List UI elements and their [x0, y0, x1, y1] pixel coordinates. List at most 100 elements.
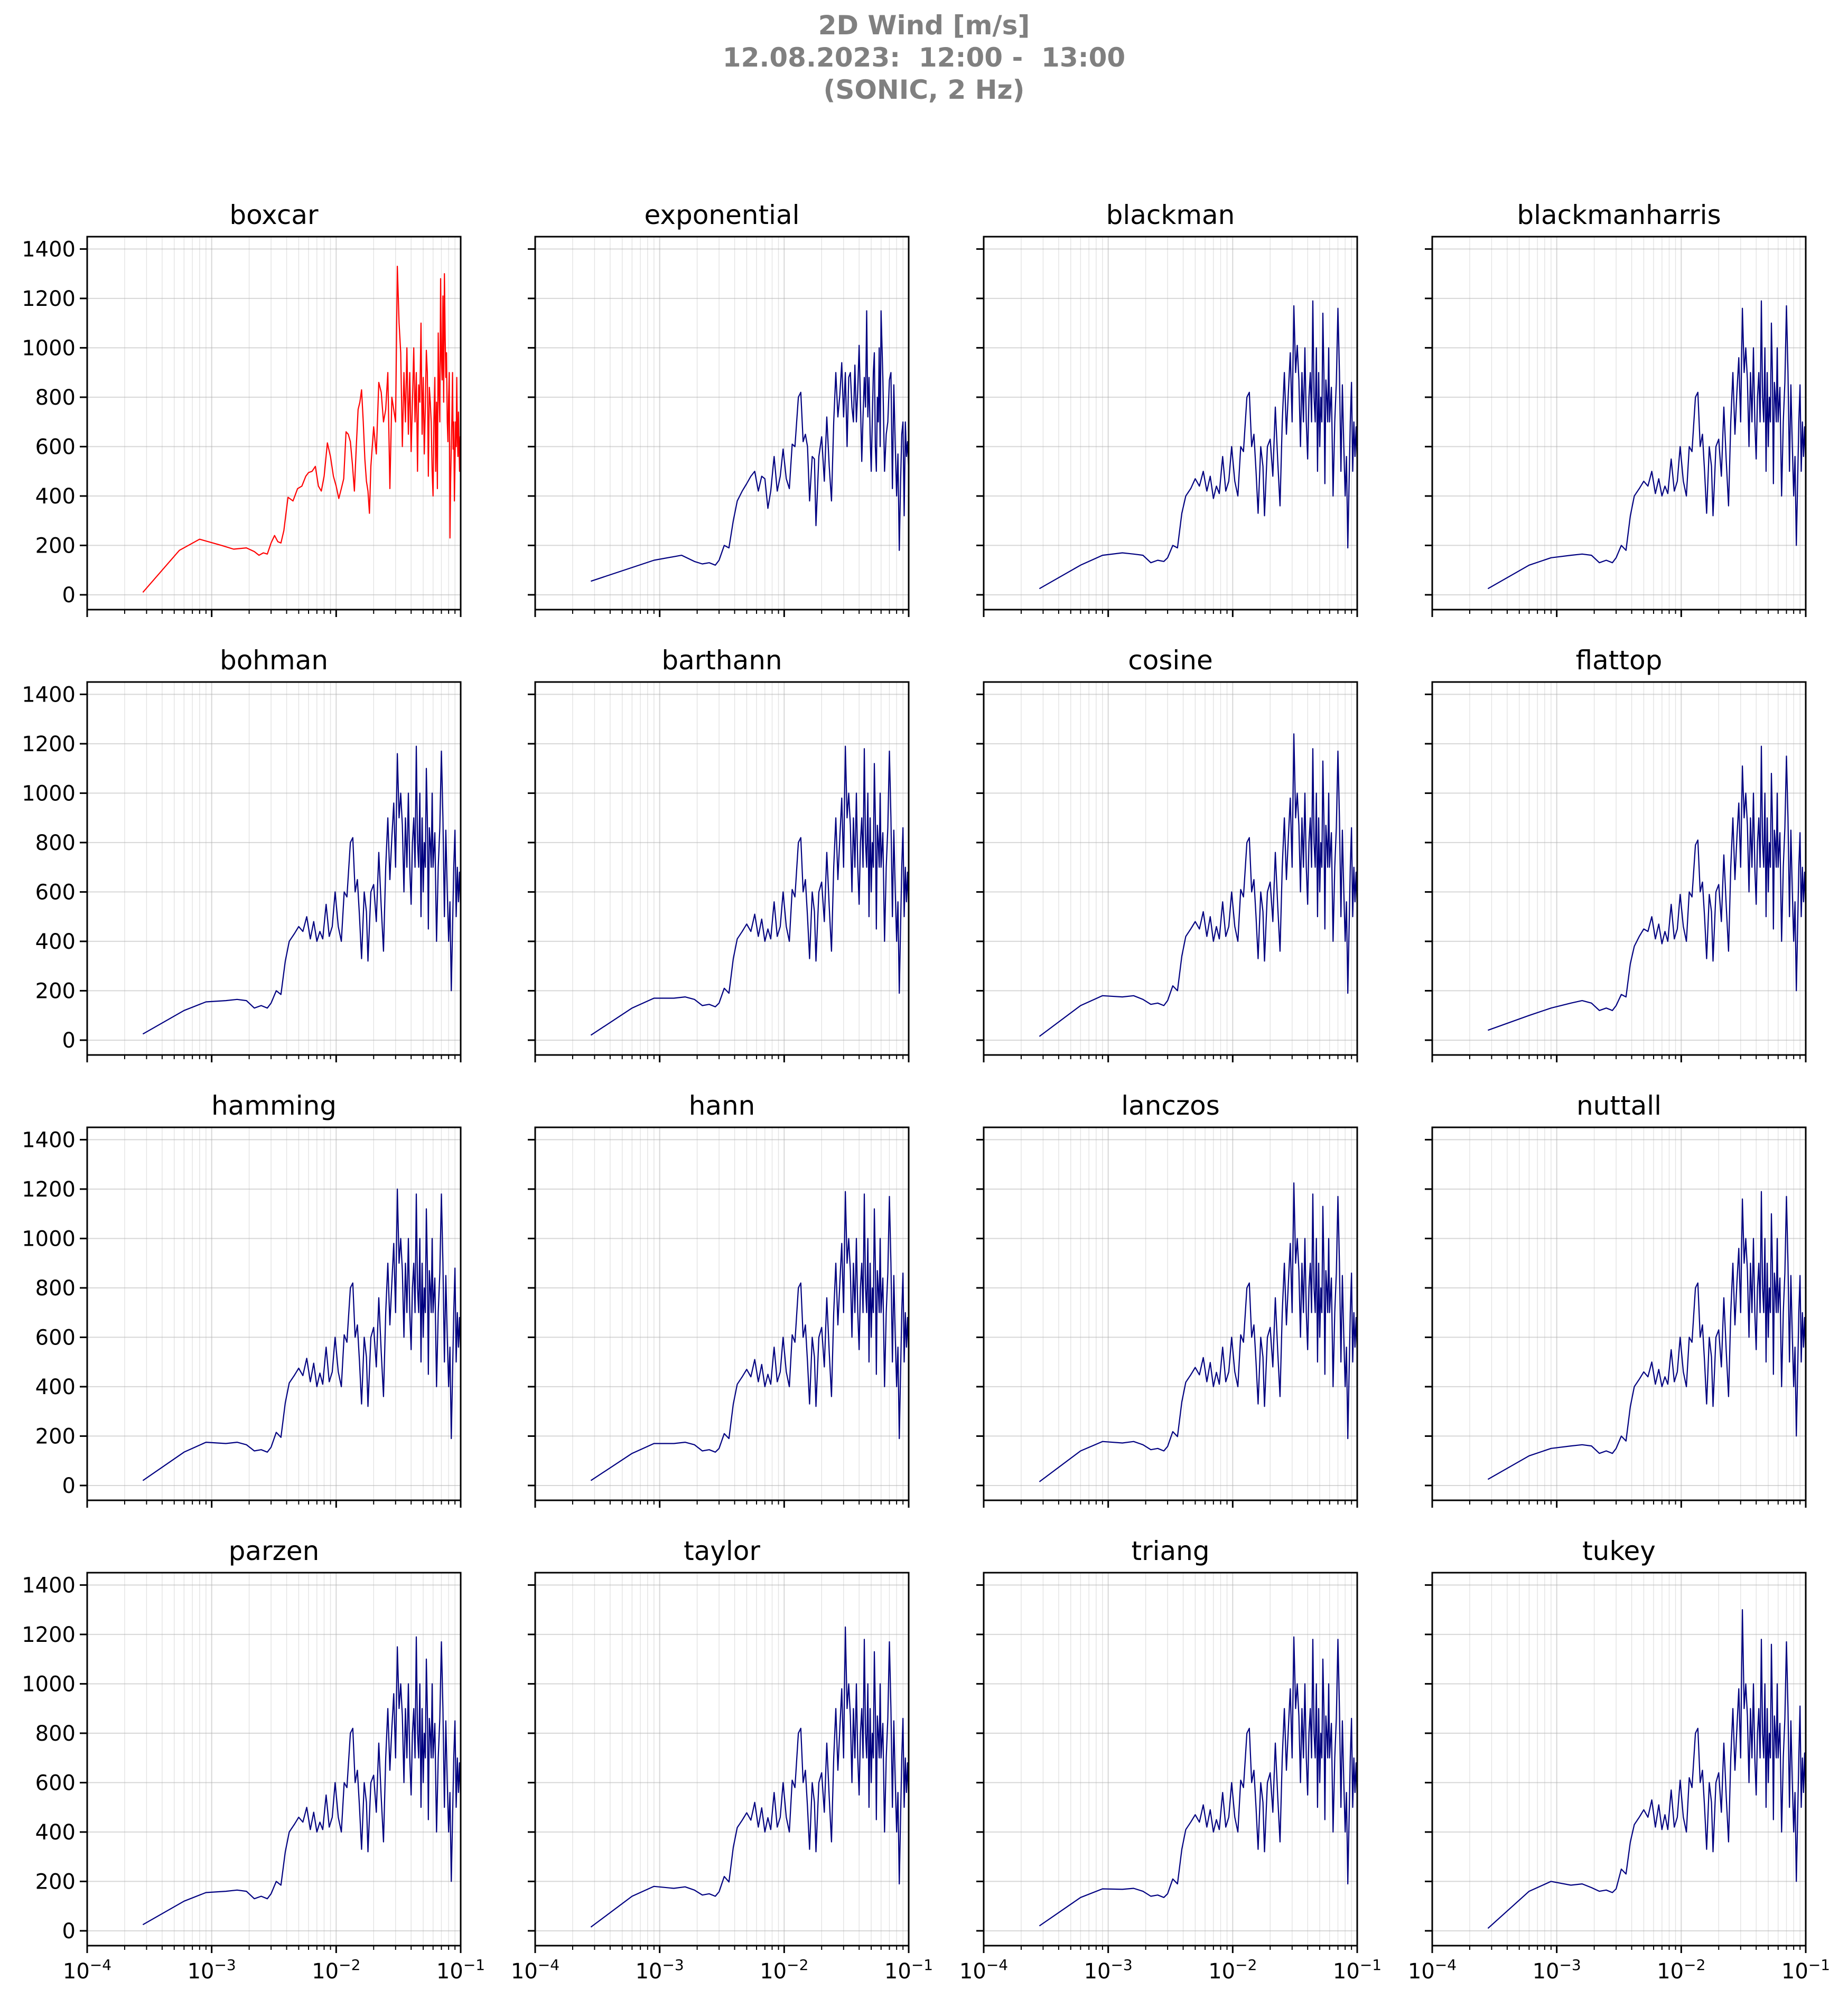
x-tick-label: 10−2 — [1208, 1956, 1257, 1984]
subplot-title: parzen — [229, 1536, 320, 1566]
subplot-boxcar: 0 200 400 600 800 1000 1200 1400 boxcar — [22, 200, 462, 617]
y-tick-label: 400 — [35, 1375, 76, 1399]
subplot-title: lanczos — [1121, 1090, 1220, 1121]
subplot-title: taylor — [684, 1536, 760, 1566]
y-tick-label: 0 — [62, 583, 76, 608]
y-tick-label: 400 — [35, 930, 76, 954]
subplot-blackmanharris: blackmanharris — [1425, 200, 1807, 617]
axes-frame — [983, 681, 1358, 1056]
y-tick-label: 1000 — [22, 336, 76, 360]
y-tick-label: 1400 — [22, 237, 76, 261]
grid — [87, 237, 461, 610]
axes-frame — [86, 681, 462, 1056]
series-line-boxcar — [142, 266, 461, 593]
subplot-title: exponential — [645, 200, 800, 230]
series-line-lanczos — [1039, 1182, 1357, 1482]
y-tick-label: 1200 — [22, 1178, 76, 1202]
series-line-flattop — [1488, 745, 1806, 1031]
series-line-taylor — [590, 1626, 909, 1928]
axes-frame — [983, 236, 1358, 611]
x-tick-label: 10−3 — [1533, 1956, 1581, 1984]
subplot-nuttall: nuttall — [1425, 1090, 1807, 1508]
axes-frame — [1431, 236, 1807, 611]
y-tick-label: 800 — [35, 386, 76, 410]
subplot-title: nuttall — [1576, 1090, 1662, 1121]
y-tick-label: 0 — [62, 1474, 76, 1498]
y-tick-label: 1400 — [22, 1128, 76, 1152]
figure-title-line-3: (SONIC, 2 Hz) — [823, 74, 1025, 105]
figure-title-line-2: 12.08.2023: 12:00 - 13:00 — [722, 42, 1126, 73]
x-tick-label: 10−3 — [1084, 1956, 1133, 1984]
subplot-taylor: 10−4 10−3 10−2 10−1 taylor — [511, 1536, 933, 1984]
axes-frame — [534, 681, 910, 1056]
subplot-title: triang — [1131, 1536, 1209, 1566]
axes-frame — [1431, 1126, 1807, 1501]
x-tick-label: 10−4 — [511, 1956, 559, 1984]
grid — [535, 1573, 909, 1946]
x-tick-label: 10−3 — [636, 1956, 684, 1984]
grid — [535, 1127, 909, 1500]
subplot-barthann: barthann — [528, 645, 910, 1062]
axes-frame — [534, 236, 910, 611]
x-tick-label: 10−2 — [760, 1956, 808, 1984]
series-line-parzen — [142, 1636, 461, 1926]
axes-frame — [983, 1572, 1358, 1947]
y-tick-label: 600 — [35, 435, 76, 459]
y-tick-label: 200 — [35, 1424, 76, 1449]
subplot-title: barthann — [661, 645, 782, 676]
series-line-tukey — [1487, 1609, 1806, 1929]
y-tick-label: 200 — [35, 534, 76, 558]
subplot-title: flattop — [1576, 645, 1663, 676]
y-tick-label: 1000 — [22, 781, 76, 806]
subplot-hamming: 0 200 400 600 800 1000 1200 1400 hamming — [22, 1090, 462, 1508]
subplot-cosine: cosine — [976, 645, 1358, 1062]
subplot-title: boxcar — [229, 200, 319, 230]
y-tick-label: 1000 — [22, 1227, 76, 1251]
grid — [535, 237, 909, 610]
subplot-title: hamming — [211, 1090, 337, 1121]
axes-frame — [86, 236, 462, 611]
series-line-blackman — [1039, 300, 1357, 590]
y-tick-label: 800 — [35, 1276, 76, 1301]
x-tick-label: 10−1 — [436, 1956, 485, 1984]
series-line-blackmanharris — [1487, 300, 1806, 590]
x-tick-label: 10−4 — [63, 1956, 111, 1984]
axes-frame — [534, 1572, 910, 1947]
y-tick-label: 1200 — [22, 287, 76, 311]
subplot-hann: hann — [528, 1090, 910, 1508]
axes-frame — [1431, 1572, 1807, 1947]
y-tick-label: 600 — [35, 880, 76, 904]
subplot-blackman: blackman — [976, 200, 1358, 617]
series-line-hamming — [142, 1188, 461, 1481]
subplot-title: blackman — [1106, 200, 1235, 230]
subplot-lanczos: lanczos — [976, 1090, 1358, 1508]
axes-frame — [983, 1126, 1358, 1501]
y-tick-label: 1200 — [22, 732, 76, 756]
grid — [1432, 237, 1806, 610]
subplot-tukey: 10−4 10−3 10−2 10−1 tukey — [1408, 1536, 1830, 1984]
figure-title-line-1: 2D Wind [m/s] — [818, 10, 1030, 41]
series-line-exponential — [591, 310, 909, 582]
x-tick-label: 10−3 — [188, 1956, 236, 1984]
subplot-title: bohman — [220, 645, 328, 676]
subplot-bohman: 0 200 400 600 800 1000 1200 1400 bohman — [22, 645, 462, 1062]
y-tick-label: 400 — [35, 484, 76, 509]
axes-frame — [534, 1126, 910, 1501]
y-tick-label: 600 — [35, 1771, 76, 1795]
x-tick-label: 10−2 — [1657, 1956, 1705, 1984]
series-line-bohman — [142, 745, 461, 1035]
series-line-nuttall — [1487, 1191, 1806, 1480]
subplot-title: cosine — [1128, 645, 1212, 676]
x-tick-label: 10−1 — [1333, 1956, 1382, 1984]
y-tick-label: 400 — [35, 1820, 76, 1845]
y-tick-label: 1000 — [22, 1672, 76, 1696]
y-tick-label: 800 — [35, 831, 76, 855]
x-tick-label: 10−4 — [959, 1956, 1008, 1984]
subplot-triang: 10−4 10−3 10−2 10−1 triang — [959, 1536, 1382, 1984]
subplot-title: blackmanharris — [1517, 200, 1721, 230]
series-line-cosine — [1039, 733, 1357, 1037]
y-tick-label: 0 — [62, 1029, 76, 1053]
subplot-parzen: 0 200 400 600 800 1000 1200 1400 10−4 10−3 10−2 10−… — [22, 1536, 485, 1984]
subplot-exponential: exponential — [528, 200, 910, 617]
x-tick-label: 10−2 — [312, 1956, 360, 1984]
